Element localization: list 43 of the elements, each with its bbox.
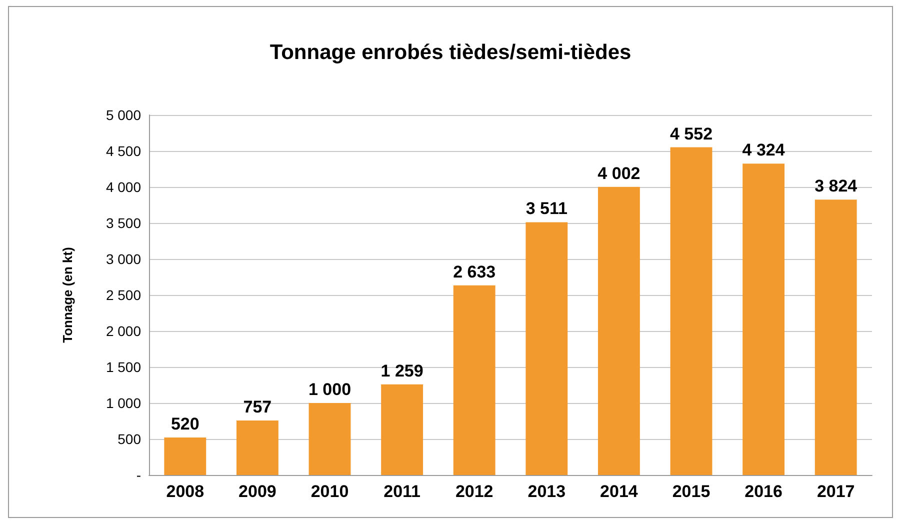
bar [453,285,496,475]
data-label: 3 511 [526,199,568,218]
bar [670,147,712,475]
data-label: 2 633 [453,262,496,282]
bar [598,186,640,475]
y-tick-label: 5 000 [106,107,142,123]
y-tick-label: 3 000 [106,251,142,267]
x-tick-label: 2015 [672,482,710,501]
x-tick-label: 2012 [455,482,494,501]
bar [814,200,857,475]
bar [236,420,278,475]
y-tick-label: - [136,467,142,483]
chart-title: Tonnage enrobés tièdes/semi-tièdes [270,41,632,64]
y-tick-label: 4 500 [106,143,142,159]
x-tick-label: 2011 [384,482,420,501]
y-tick-label: 2 000 [106,323,142,339]
y-axis-title: Tonnage (en kt) [60,247,75,343]
y-tick-label: 3 500 [106,215,142,231]
y-tick-label: 500 [118,431,142,447]
bar [164,438,206,475]
data-label: 757 [243,397,272,416]
x-tick-label: 2016 [744,482,782,501]
y-tick-label: 2 500 [106,287,142,303]
x-tick-label: 2013 [528,482,566,501]
bar [526,222,568,475]
data-label: 4 552 [670,124,713,144]
data-label: 4 324 [742,140,786,160]
y-tick-label: 4 000 [106,179,142,195]
data-label: 4 002 [598,164,640,183]
data-label: 3 824 [814,176,858,196]
y-tick-label: 1 500 [106,359,142,375]
bar [308,403,351,475]
bar [381,384,424,475]
x-tick-label: 2008 [166,482,204,501]
data-label: 1 000 [308,380,352,399]
y-tick-label: 1 000 [106,395,142,411]
x-tick-label: 2017 [816,482,855,501]
data-label: 520 [170,414,200,434]
x-tick-label: 2009 [238,482,276,501]
bar [742,164,785,475]
data-label: 1 259 [380,361,424,380]
x-tick-label: 2014 [600,482,638,501]
x-tick-label: 2010 [310,482,349,501]
